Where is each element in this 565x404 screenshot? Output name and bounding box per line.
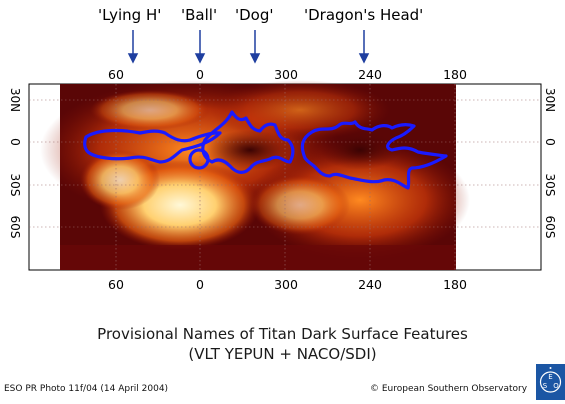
svg-text:E: E (548, 373, 552, 381)
arrow-ball (194, 30, 206, 64)
titan-surface-image (40, 80, 470, 270)
caption-subtitle: (VLT YEPUN + NACO/SDI) (188, 345, 377, 363)
svg-text:O: O (553, 382, 559, 390)
lat-tick-right-0: 0 (543, 138, 557, 146)
lon-tick-top-300: 300 (274, 67, 298, 82)
arrow-dog (249, 30, 261, 64)
lon-tick-bottom-60: 60 (108, 277, 124, 292)
svg-text:S: S (543, 382, 548, 390)
caption-title: Provisional Names of Titan Dark Surface … (97, 325, 468, 343)
lat-tick-left-30n: 30N (8, 87, 22, 113)
lon-tick-bottom-240: 240 (358, 277, 382, 292)
lat-tick-left-60s: 60S (8, 215, 22, 239)
outline-dog (201, 110, 295, 174)
lon-tick-bottom-180: 180 (443, 277, 467, 292)
lat-tick-left-30s: 30S (8, 173, 22, 197)
lon-tick-bottom-300: 300 (274, 277, 298, 292)
coordinate-grid (29, 84, 541, 270)
label-lying-h: 'Lying H' (98, 6, 162, 24)
lon-tick-top-60: 60 (108, 67, 124, 82)
lon-tick-bottom-0: 0 (196, 277, 204, 292)
lat-tick-right-30n: 30N (543, 87, 557, 113)
lat-tick-left-0: 0 (8, 138, 22, 146)
label-dog: 'Dog' (235, 6, 274, 24)
lat-tick-right-60s: 60S (543, 215, 557, 239)
lat-tick-right-30s: 30S (543, 173, 557, 197)
photo-credit: ESO PR Photo 11f/04 (14 April 2004) (4, 384, 169, 394)
lon-tick-top-180: 180 (443, 67, 467, 82)
label-dragons-head: 'Dragon's Head' (304, 6, 424, 24)
outline-dragons-head (300, 120, 448, 190)
lon-tick-top-240: 240 (358, 67, 382, 82)
lon-tick-top-0: 0 (196, 67, 204, 82)
eso-logo: E S O (536, 364, 565, 400)
arrow-dragons-head (358, 30, 370, 64)
copyright: © European Southern Observatory (370, 384, 528, 394)
arrow-lying-h (127, 30, 139, 64)
label-ball: 'Ball' (181, 6, 218, 24)
